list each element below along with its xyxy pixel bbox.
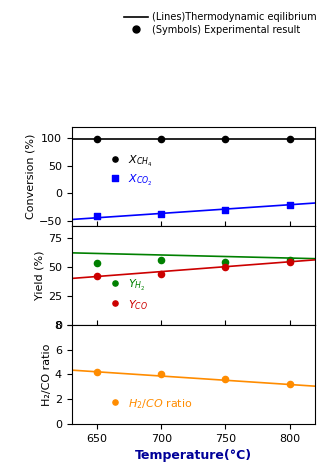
Point: [223, 376, 228, 383]
Legend: (Lines)Thermodynamic eqilibrium, (Symbols) Experimental result: (Lines)Thermodynamic eqilibrium, (Symbol…: [124, 12, 317, 35]
Point: [287, 381, 292, 388]
Point: [223, 136, 228, 143]
Text: $Y_{CO}$: $Y_{CO}$: [127, 298, 148, 312]
Point: [287, 259, 292, 266]
Point: [159, 371, 164, 378]
Point: [159, 136, 164, 143]
Point: [159, 256, 164, 264]
Point: [159, 270, 164, 277]
Y-axis label: H₂/CO ratio: H₂/CO ratio: [42, 343, 52, 406]
Point: [223, 206, 228, 213]
Text: $H_2/CO$ ratio: $H_2/CO$ ratio: [127, 397, 192, 411]
Point: [159, 210, 164, 218]
Point: [223, 259, 228, 266]
X-axis label: Temperature(°C): Temperature(°C): [135, 449, 252, 462]
Point: [287, 202, 292, 209]
Text: $Y_{H_2}$: $Y_{H_2}$: [127, 278, 145, 293]
Point: [223, 263, 228, 270]
Point: [95, 368, 100, 376]
Point: [95, 260, 100, 267]
Y-axis label: Conversion (%): Conversion (%): [26, 134, 36, 219]
Point: [95, 136, 100, 143]
Text: $X_{CO_2}$: $X_{CO_2}$: [127, 172, 152, 187]
Y-axis label: Yield (%): Yield (%): [35, 251, 45, 300]
Point: [95, 272, 100, 280]
Text: $X_{CH_4}$: $X_{CH_4}$: [127, 154, 152, 169]
Point: [95, 212, 100, 220]
Point: [287, 136, 292, 143]
Point: [287, 256, 292, 264]
